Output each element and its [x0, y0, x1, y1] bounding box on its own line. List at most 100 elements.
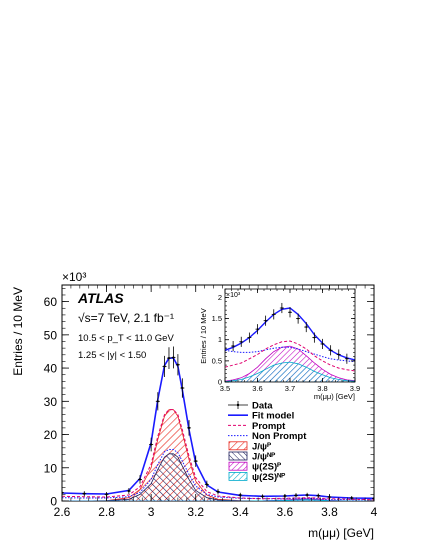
data-point [187, 420, 192, 436]
data-point [180, 378, 185, 398]
y-tick-label: 1 [218, 335, 222, 344]
inset-component-fills [225, 345, 355, 382]
legend-label: ψ(2S)ᴾ [252, 462, 281, 473]
x-tick-label: 3.5 [220, 384, 230, 393]
legend-label: J/ψᴺᴾ [252, 452, 275, 463]
data-point [239, 336, 244, 347]
psi2s-nonprompt-area [62, 499, 374, 501]
main-component-fills [62, 409, 374, 501]
data-point [328, 345, 333, 356]
legend-label: J/ψᴾ [252, 441, 271, 452]
data-point [175, 354, 180, 376]
inset-data-points [225, 302, 355, 366]
legend-label: Non Prompt [252, 431, 307, 442]
legend-label: Prompt [252, 421, 286, 432]
data-point [138, 475, 142, 484]
data-point [166, 347, 171, 370]
x-tick-label: 3.2 [187, 505, 204, 519]
data-point [320, 338, 325, 350]
legend-entry: Prompt [228, 421, 286, 432]
energy-label: √s=7 TeV, 2.1 fb⁻¹ [78, 311, 174, 325]
data-point [305, 492, 310, 498]
data-point [193, 455, 198, 467]
inset-prompt-curve [225, 340, 355, 372]
inset-y-multiplier: ×10³ [226, 292, 241, 299]
data-point [260, 494, 265, 499]
main-x-axis-label: m(μμ) [GeV] [308, 526, 374, 540]
data-point [312, 332, 317, 343]
y-tick-label: 10 [44, 461, 58, 475]
inset-x-ticks: 3.5 3.6 3.7 3.8 3.9 [220, 289, 360, 393]
prompt-curve [62, 409, 374, 501]
x-tick-label: 3.8 [317, 384, 327, 393]
data-point [171, 346, 176, 369]
data-point [247, 332, 252, 343]
y-tick-label: 0.5 [212, 356, 222, 365]
y-tick-label: 0 [218, 378, 222, 387]
data-point [316, 493, 321, 498]
data-point [155, 392, 160, 411]
legend-entry: J/ψᴺᴾ [228, 452, 275, 463]
x-tick-label: 3.9 [350, 384, 360, 393]
x-tick-label: 4 [371, 505, 378, 519]
inset-y-axis-label: Entries / 10 MeV [199, 308, 208, 363]
main-x-ticks: 2.6 2.8 3 3.2 3.4 3.6 3.8 4 [54, 285, 378, 519]
data-point [231, 340, 236, 352]
legend-label: Data [252, 401, 273, 412]
data-point [271, 309, 276, 320]
x-tick-label: 3.7 [285, 384, 295, 393]
y-tick-label: 60 [44, 295, 58, 309]
x-tick-label: 3.4 [232, 505, 249, 519]
data-point [162, 355, 167, 377]
data-point [349, 496, 354, 501]
non-prompt-curve [62, 449, 374, 501]
x-tick-label: 2.6 [54, 505, 71, 519]
y-tick-label: 30 [44, 395, 58, 409]
main-y-axis-label: Entries / 10 MeV [11, 287, 25, 376]
y-tick-label: 20 [44, 428, 58, 442]
inset-x-axis-label: m(μμ) [GeV] [314, 392, 355, 401]
data-point [288, 307, 292, 318]
y-tick-label: 1.5 [212, 314, 222, 323]
legend-entry: ψ(2S)ᴺᴾ [228, 472, 285, 483]
x-tick-label: 3.6 [277, 505, 294, 519]
x-tick-label: 2.8 [98, 505, 115, 519]
data-point [336, 349, 341, 360]
y-tick-label: 0 [50, 495, 57, 509]
y-tick-label: 2 [218, 293, 222, 302]
data-point [296, 313, 301, 324]
x-tick-label: 3 [148, 505, 155, 519]
data-point [204, 480, 209, 489]
data-point [62, 490, 64, 496]
y-tick-label: 40 [44, 362, 58, 376]
data-point [216, 488, 220, 495]
y-tick-label: 50 [44, 328, 58, 342]
x-tick-label: 3.6 [252, 384, 262, 393]
legend-label: ψ(2S)ᴺᴾ [252, 472, 285, 483]
inset-psi2s-nonprompt-area [225, 361, 355, 382]
legend-entry: Non Prompt [228, 431, 307, 442]
legend-label: Fit model [252, 411, 294, 422]
data-point [294, 493, 298, 498]
legend-entry: ψ(2S)ᴾ [228, 462, 281, 473]
data-point [279, 302, 284, 314]
data-point [149, 437, 154, 452]
x-tick-label: 3.8 [321, 505, 338, 519]
data-point [255, 324, 260, 335]
data-point [82, 491, 87, 497]
pt-cut-label: 10.5 < p_T < 11.0 GeV [78, 333, 174, 344]
legend-entry: Data [228, 401, 273, 412]
inset-non-prompt-curve [225, 346, 355, 363]
atlas-label: ATLAS [77, 290, 124, 306]
legend-entry: Fit model [228, 411, 294, 422]
data-point [344, 353, 349, 364]
data-point [126, 488, 131, 494]
inset-y-ticks: 0 0.5 1 1.5 2 [212, 288, 355, 387]
y-cut-label: 1.25 < |y| < 1.50 [78, 350, 146, 361]
jpsi-nonprompt-area [62, 453, 374, 501]
main-y-multiplier: ×10³ [62, 270, 86, 284]
data-point [304, 321, 309, 333]
